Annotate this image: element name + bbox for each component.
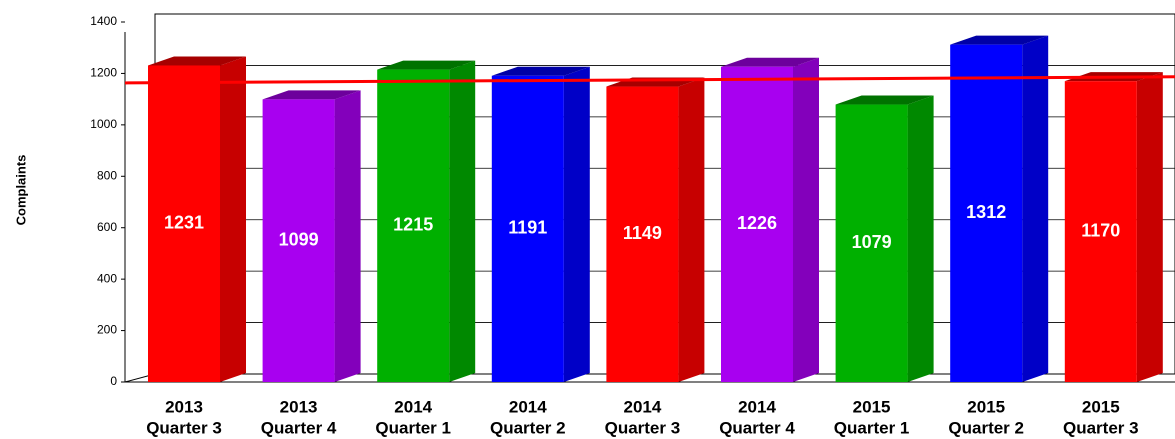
y-tick-label: 1200 [90,66,117,80]
value-label: 1191 [508,218,547,238]
x-tick-label: Quarter 2 [948,418,1024,437]
x-tick-label: 2015 [1082,397,1120,416]
bar-side [220,56,246,382]
x-tick-label: 2015 [853,397,891,416]
x-tick-label: 2014 [623,397,661,416]
bar-top [950,35,1049,45]
bar [377,69,450,383]
y-tick-label: 200 [97,323,117,337]
x-tick-label: Quarter 3 [146,418,222,437]
x-tick-label: 2014 [394,397,432,416]
bar [1064,81,1137,383]
y-tick-label: 0 [110,374,117,388]
x-tick-label: 2013 [280,397,318,416]
value-label: 1079 [852,232,892,252]
y-tick-label: 1000 [90,117,117,131]
bar-side [563,66,590,382]
x-tick-label: Quarter 3 [605,418,681,437]
bar [262,99,335,383]
bar-side [1136,72,1163,383]
bar-side [449,60,476,382]
value-label: 1215 [393,215,433,235]
x-tick-label: 2015 [967,397,1005,416]
bar [491,75,564,382]
bar [835,104,908,383]
x-tick-label: Quarter 3 [1063,418,1139,437]
x-tick-label: Quarter 1 [834,418,910,437]
bar-top [377,60,476,70]
value-label: 1231 [164,212,204,232]
y-tick-label: 800 [97,168,117,182]
bar-top [491,66,590,76]
bar-side [907,95,934,383]
bar-side [678,77,705,383]
trend-line [124,75,1175,85]
bar-top [835,95,934,105]
value-label: 1170 [1081,220,1120,240]
bar-side [793,57,819,382]
value-label: 1149 [623,223,662,243]
x-tick-label: Quarter 2 [490,418,566,437]
bar-top [148,56,246,66]
bar-top [262,90,361,100]
bar-top [721,57,819,67]
x-tick-label: 2014 [738,397,776,416]
y-axis-label: Complaints [13,155,28,226]
bar-side [334,90,361,383]
y-tick-label: 1400 [90,14,117,28]
x-tick-label: Quarter 4 [261,418,337,437]
x-tick-label: 2013 [165,397,203,416]
bar [606,86,679,383]
x-tick-label: 2014 [509,397,547,416]
bar [721,66,793,382]
x-tick-label: Quarter 1 [375,418,451,437]
y-tick-label: 400 [97,271,117,285]
value-label: 1226 [737,213,777,233]
bar [950,44,1023,382]
bar [148,65,220,382]
value-label: 1312 [966,202,1006,222]
y-tick-label: 600 [97,220,117,234]
bar-side [1022,35,1049,382]
value-label: 1099 [279,229,319,249]
x-tick-label: Quarter 4 [719,418,795,437]
